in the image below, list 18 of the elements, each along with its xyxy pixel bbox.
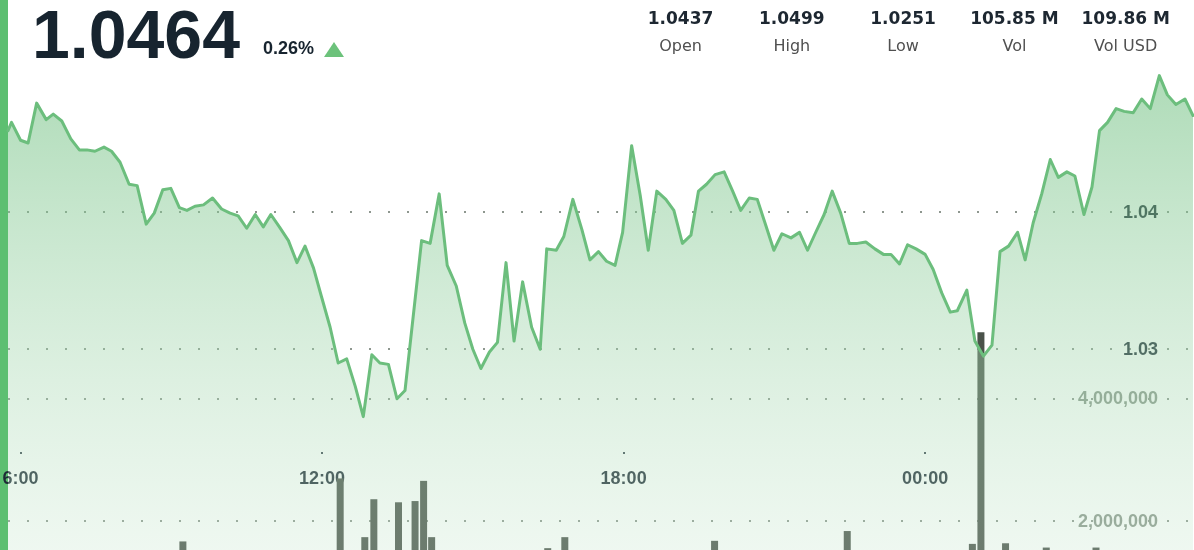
x-tick-label: 18:00: [600, 468, 647, 488]
y-tick-label: 1.03: [1122, 339, 1158, 360]
annotation: Low: [887, 36, 919, 55]
annotation: Vol: [1002, 36, 1027, 55]
text: 0.26%: [263, 38, 315, 58]
annotation: High: [773, 36, 811, 55]
y-tick-label: 1.04: [1122, 201, 1158, 222]
chart-title: 1.0464: [32, 0, 240, 72]
y2-tick-label: 2,000,000: [1077, 510, 1158, 531]
annotation: 1.0499: [758, 8, 825, 28]
annotation: 109.86 M: [1081, 8, 1170, 28]
annotation: Vol USD: [1094, 36, 1158, 55]
annotation: Open: [659, 36, 702, 55]
y2-tick-label: 4,000,000: [1077, 388, 1158, 409]
annotation: 1.0437: [647, 8, 714, 28]
annotation: 1.0251: [870, 8, 936, 28]
annotation: 105.85 M: [970, 8, 1059, 28]
x-tick-label: 00:00: [902, 468, 949, 488]
